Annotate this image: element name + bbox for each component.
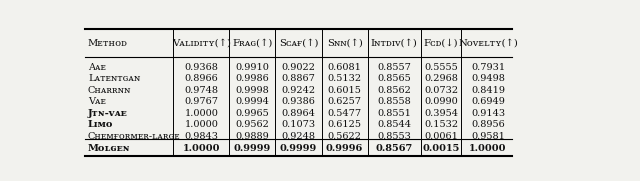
Text: Mᴏʟɢᴇɴ: Mᴏʟɢᴇɴ: [88, 144, 131, 153]
Text: 0.9998: 0.9998: [236, 86, 269, 95]
Text: 0.9999: 0.9999: [280, 144, 317, 153]
Text: 0.9143: 0.9143: [471, 109, 505, 118]
Text: 0.8867: 0.8867: [282, 74, 316, 83]
Text: 0.0015: 0.0015: [422, 144, 460, 153]
Text: 0.9996: 0.9996: [326, 144, 364, 153]
Text: 0.5555: 0.5555: [424, 63, 458, 72]
Text: 0.9022: 0.9022: [282, 63, 316, 72]
Text: 0.8565: 0.8565: [378, 74, 411, 83]
Text: Sɴɴ(↑): Sɴɴ(↑): [326, 39, 362, 48]
Text: 0.9910: 0.9910: [236, 63, 269, 72]
Text: 0.9748: 0.9748: [184, 86, 218, 95]
Text: 0.9999: 0.9999: [234, 144, 271, 153]
Text: 0.5132: 0.5132: [328, 74, 362, 83]
Text: 1.0000: 1.0000: [184, 120, 218, 129]
Text: 0.6015: 0.6015: [328, 86, 362, 95]
Text: Fʀᴀɢ(↑): Fʀᴀɢ(↑): [232, 39, 273, 48]
Text: 0.9562: 0.9562: [236, 120, 269, 129]
Text: 0.8544: 0.8544: [377, 120, 412, 129]
Text: 1.0000: 1.0000: [182, 144, 220, 153]
Text: Vᴀʟɪᴅɪᴛʏ(↑): Vᴀʟɪᴅɪᴛʏ(↑): [172, 39, 231, 48]
Text: Nᴏᴠᴇʟᴛʏ(↑): Nᴏᴠᴇʟᴛʏ(↑): [458, 39, 518, 48]
Text: 0.8557: 0.8557: [377, 63, 411, 72]
Text: 0.1532: 0.1532: [424, 120, 458, 129]
Text: Lᴀᴛᴇɴᴛɢᴀɴ: Lᴀᴛᴇɴᴛɢᴀɴ: [88, 74, 140, 83]
Text: 0.9843: 0.9843: [184, 132, 218, 140]
Text: 0.2968: 0.2968: [424, 74, 458, 83]
Text: 0.9767: 0.9767: [184, 97, 218, 106]
Text: Vᴀᴇ: Vᴀᴇ: [88, 97, 106, 106]
Text: 0.7931: 0.7931: [471, 63, 505, 72]
Text: Mᴇᴛʜᴏᴅ: Mᴇᴛʜᴏᴅ: [88, 39, 128, 48]
Text: 0.9889: 0.9889: [236, 132, 269, 140]
Text: 0.8964: 0.8964: [282, 109, 316, 118]
Text: 0.8558: 0.8558: [378, 97, 411, 106]
Text: Cʜᴀʀʀɴɴ: Cʜᴀʀʀɴɴ: [88, 86, 131, 95]
Text: Fᴄᴅ(↓): Fᴄᴅ(↓): [424, 39, 458, 48]
Text: 0.9386: 0.9386: [282, 97, 316, 106]
Text: Sᴄᴀғ(↑): Sᴄᴀғ(↑): [279, 39, 318, 48]
Text: 0.6081: 0.6081: [328, 63, 362, 72]
Text: Aᴀᴇ: Aᴀᴇ: [88, 63, 106, 72]
Text: 0.9986: 0.9986: [236, 74, 269, 83]
Text: 0.8551: 0.8551: [377, 109, 411, 118]
Text: 0.8567: 0.8567: [376, 144, 413, 153]
Text: 0.9994: 0.9994: [236, 97, 269, 106]
Text: 0.0732: 0.0732: [424, 86, 458, 95]
Text: Lɪᴍᴏ: Lɪᴍᴏ: [88, 120, 113, 129]
Text: Jᴛɴ-ᴠᴀᴇ: Jᴛɴ-ᴠᴀᴇ: [88, 109, 127, 118]
Text: 1.0000: 1.0000: [184, 109, 218, 118]
Text: 0.3954: 0.3954: [424, 109, 458, 118]
Text: 0.5622: 0.5622: [328, 132, 362, 140]
Text: 0.0061: 0.0061: [424, 132, 458, 140]
Text: 0.6257: 0.6257: [328, 97, 362, 106]
Text: 0.6949: 0.6949: [471, 97, 505, 106]
Text: 0.6125: 0.6125: [328, 120, 362, 129]
Text: 0.0990: 0.0990: [424, 97, 458, 106]
Text: 0.9498: 0.9498: [471, 74, 505, 83]
Text: 0.8553: 0.8553: [377, 132, 411, 140]
Text: 0.9248: 0.9248: [282, 132, 316, 140]
Text: 0.1073: 0.1073: [282, 120, 316, 129]
Text: 0.5477: 0.5477: [328, 109, 362, 118]
Text: 0.8966: 0.8966: [184, 74, 218, 83]
Text: 0.8956: 0.8956: [471, 120, 505, 129]
Text: 0.9965: 0.9965: [236, 109, 269, 118]
Text: Iɴᴛᴅɪᴠ(↑): Iɴᴛᴅɪᴠ(↑): [371, 39, 418, 48]
Text: 0.9368: 0.9368: [184, 63, 218, 72]
Text: 0.8419: 0.8419: [471, 86, 505, 95]
Text: Cʜᴇᴍғᴏʀᴍᴇʀ-ʟᴀʀɢᴇ: Cʜᴇᴍғᴏʀᴍᴇʀ-ʟᴀʀɢᴇ: [88, 132, 180, 140]
Text: 0.9581: 0.9581: [471, 132, 505, 140]
Text: 0.8562: 0.8562: [377, 86, 411, 95]
Text: 1.0000: 1.0000: [469, 144, 507, 153]
Text: 0.9242: 0.9242: [282, 86, 316, 95]
